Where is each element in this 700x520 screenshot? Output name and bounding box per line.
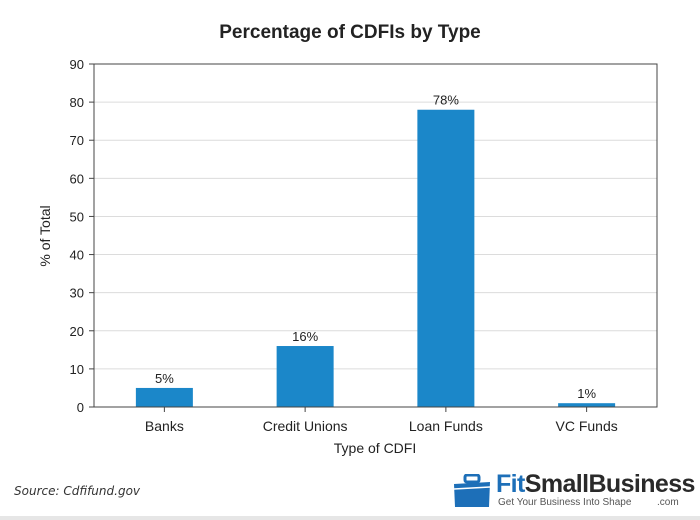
bottom-divider <box>0 516 700 520</box>
bar-credit-unions <box>276 346 334 407</box>
x-axis-title: Type of CDFI <box>334 440 416 456</box>
y-tick-label: 30 <box>70 286 84 301</box>
brand-domain-suffix: .com <box>657 497 679 508</box>
briefcase-icon <box>453 474 491 507</box>
y-tick-label: 40 <box>70 248 84 263</box>
y-tick-label: 50 <box>70 209 84 224</box>
y-tick-label: 20 <box>70 324 84 339</box>
x-tick-label: Banks <box>145 418 184 434</box>
y-tick-label: 90 <box>70 57 84 72</box>
axes: 0 10 20 30 40 50 60 70 80 90 Banks Credit Unions Loa… <box>70 57 658 434</box>
brand-logo[interactable]: FitSmallBusiness Get Your Business Into … <box>452 470 695 514</box>
bar-loan-funds <box>417 109 475 407</box>
source-note: Source: Cdfifund.gov <box>14 484 141 498</box>
x-tick-label: Loan Funds <box>409 418 483 434</box>
data-label: 1% <box>577 386 596 401</box>
brand-name: FitSmallBusiness <box>496 470 695 498</box>
data-label: 16% <box>292 329 318 344</box>
gridlines <box>94 63 657 370</box>
y-axis-title: % of Total <box>37 205 53 266</box>
x-tick-label: Credit Unions <box>263 418 348 434</box>
plot-frame <box>93 63 658 408</box>
y-tick-label: 80 <box>70 95 84 110</box>
brand-name-fit: Fit <box>496 470 525 498</box>
y-tick-label: 60 <box>70 171 84 186</box>
data-label: 5% <box>155 371 174 386</box>
y-tick-label: 0 <box>77 400 84 415</box>
brand-tagline: Get Your Business Into Shape <box>498 497 632 508</box>
bars: 5% 16% 78% 1% <box>135 93 616 407</box>
y-tick-label: 70 <box>70 133 84 148</box>
x-tick-label: VC Funds <box>556 418 618 434</box>
y-tick-label: 10 <box>70 362 84 377</box>
chart: 5% 16% 78% 1% 0 10 20 30 40 50 60 70 80 90 Banks Credi… <box>37 57 658 456</box>
bar-banks <box>135 387 193 407</box>
bar-vc-funds <box>558 403 616 407</box>
data-label: 78% <box>433 93 459 108</box>
brand-name-rest: SmallBusiness <box>524 470 696 498</box>
chart-title: Percentage of CDFIs by Type <box>219 22 481 43</box>
